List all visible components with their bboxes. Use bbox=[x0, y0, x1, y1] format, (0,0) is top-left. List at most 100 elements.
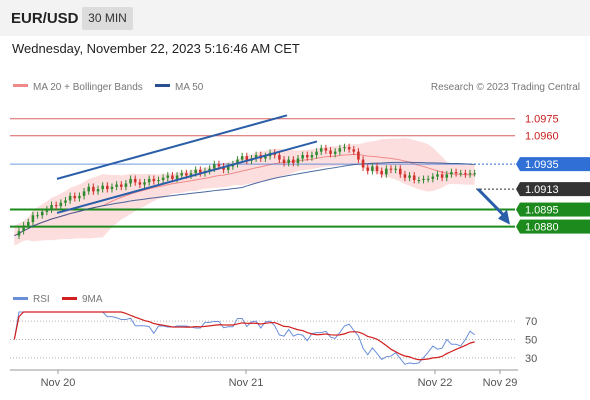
candle-body bbox=[347, 147, 351, 150]
price-label-box-1.0880 bbox=[520, 219, 590, 234]
candle-body bbox=[119, 184, 123, 187]
candle-body bbox=[22, 225, 25, 232]
bb-legend-swatch bbox=[13, 84, 28, 87]
ma50-line bbox=[14, 161, 475, 237]
candle-body bbox=[40, 211, 44, 216]
price-label-pointer-1.0880 bbox=[516, 219, 520, 234]
candle-body bbox=[26, 222, 30, 226]
price-label-box-1.0895 bbox=[520, 202, 590, 217]
candle-body bbox=[54, 205, 58, 207]
price-label-1.0975: 1.0975 bbox=[525, 114, 559, 126]
candle-body bbox=[208, 168, 211, 171]
candle-body bbox=[17, 231, 21, 236]
candle-body bbox=[180, 173, 184, 176]
candle-body bbox=[87, 186, 91, 192]
price-label-box-1.0935 bbox=[520, 157, 590, 172]
price-label-1.0960: 1.0960 bbox=[525, 131, 559, 143]
candle-body bbox=[324, 148, 328, 151]
candle-body bbox=[31, 215, 35, 223]
candle-body bbox=[412, 175, 416, 181]
candle-body bbox=[450, 172, 453, 175]
candle-body bbox=[459, 173, 463, 175]
candle-body bbox=[254, 155, 258, 159]
candle-body bbox=[375, 166, 379, 171]
chart-date: Wednesday, November 22, 2023 5:16:46 AM … bbox=[12, 41, 300, 56]
projection-arrow-head bbox=[498, 209, 510, 225]
candle-body bbox=[366, 167, 370, 171]
rsi-level-label-50: 50 bbox=[525, 335, 537, 347]
timeframe-button[interactable]: 30 MIN bbox=[82, 7, 133, 30]
x-tick-label: Nov 29 bbox=[483, 377, 518, 389]
candle-body bbox=[236, 159, 239, 165]
rsi-legend-label: RSI bbox=[33, 294, 50, 305]
candle-body bbox=[333, 151, 337, 154]
candle-body bbox=[92, 186, 95, 192]
x-tick-label: Nov 22 bbox=[418, 377, 453, 389]
bb-legend-label: MA 20 + Bollinger Bands bbox=[33, 82, 143, 93]
candle-body bbox=[217, 164, 221, 167]
bollinger-band-area bbox=[14, 138, 475, 246]
candle-body bbox=[403, 174, 407, 178]
candle-body bbox=[422, 178, 425, 181]
candle-body bbox=[431, 176, 435, 179]
candle-body bbox=[361, 159, 365, 168]
candle-body bbox=[212, 164, 216, 169]
currency-pair: EUR/USD bbox=[11, 10, 79, 27]
candle-body bbox=[106, 185, 109, 190]
candle-body bbox=[408, 175, 411, 178]
trend-channel-layer bbox=[56, 114, 510, 225]
candle-body bbox=[110, 186, 114, 190]
candle-body bbox=[426, 178, 430, 180]
x-tick-label: Nov 20 bbox=[41, 377, 76, 389]
chart-header: EUR/USD 30 MIN bbox=[0, 0, 590, 36]
x-axis-layer: Nov 20 Nov 21 Nov 22 Nov 29 bbox=[41, 370, 518, 389]
candle-body bbox=[301, 155, 304, 159]
candle-body bbox=[133, 178, 137, 183]
rsi-layer: 70 50 30 bbox=[10, 311, 537, 365]
candle-body bbox=[240, 156, 244, 160]
rsi-legend-swatch bbox=[13, 297, 28, 300]
candle-body bbox=[343, 147, 346, 149]
research-credit: Research © 2023 Trading Central bbox=[431, 82, 580, 93]
price-level-layer bbox=[10, 118, 515, 228]
price-label-box-1.0913 bbox=[520, 182, 590, 197]
x-tick-label: Nov 21 bbox=[229, 377, 264, 389]
candle-body bbox=[398, 168, 402, 175]
candle-body bbox=[138, 182, 142, 185]
projection-arrow-shaft bbox=[476, 188, 507, 218]
price-label-pointer-1.0895 bbox=[516, 202, 520, 217]
candle-body bbox=[161, 177, 165, 181]
candle-body bbox=[315, 151, 318, 156]
candle-body bbox=[185, 173, 188, 176]
candle-body bbox=[394, 168, 397, 170]
candle-body bbox=[371, 166, 374, 171]
candle-body bbox=[245, 156, 249, 161]
candle-body bbox=[115, 184, 118, 187]
candle-body bbox=[329, 150, 332, 154]
trend-channel-lower bbox=[56, 140, 318, 214]
candle-body bbox=[305, 155, 309, 158]
candle-body bbox=[319, 148, 323, 152]
candle-body bbox=[282, 159, 286, 163]
candle-body bbox=[194, 169, 197, 174]
candle-body bbox=[64, 200, 67, 203]
rsi-level-label-30: 30 bbox=[525, 353, 537, 365]
candle-body bbox=[45, 209, 49, 212]
candle-body bbox=[199, 169, 202, 174]
candle-body bbox=[464, 173, 467, 175]
price-label-1.0895: 1.0895 bbox=[525, 205, 559, 217]
price-label-pointer-1.0935 bbox=[516, 157, 520, 172]
candle-body bbox=[96, 189, 100, 192]
candle-body bbox=[82, 191, 86, 196]
candle-body bbox=[445, 174, 449, 178]
candle-body bbox=[278, 155, 281, 160]
price-label-pointer-1.0913 bbox=[516, 182, 520, 197]
candle-body bbox=[59, 202, 63, 207]
candle-body bbox=[73, 195, 77, 199]
candle-body bbox=[189, 173, 193, 176]
candle-body bbox=[36, 215, 39, 217]
price-label-1.0880: 1.0880 bbox=[525, 222, 559, 234]
ma50-legend-swatch bbox=[155, 84, 170, 87]
ma9-legend-label: 9MA bbox=[82, 294, 103, 305]
